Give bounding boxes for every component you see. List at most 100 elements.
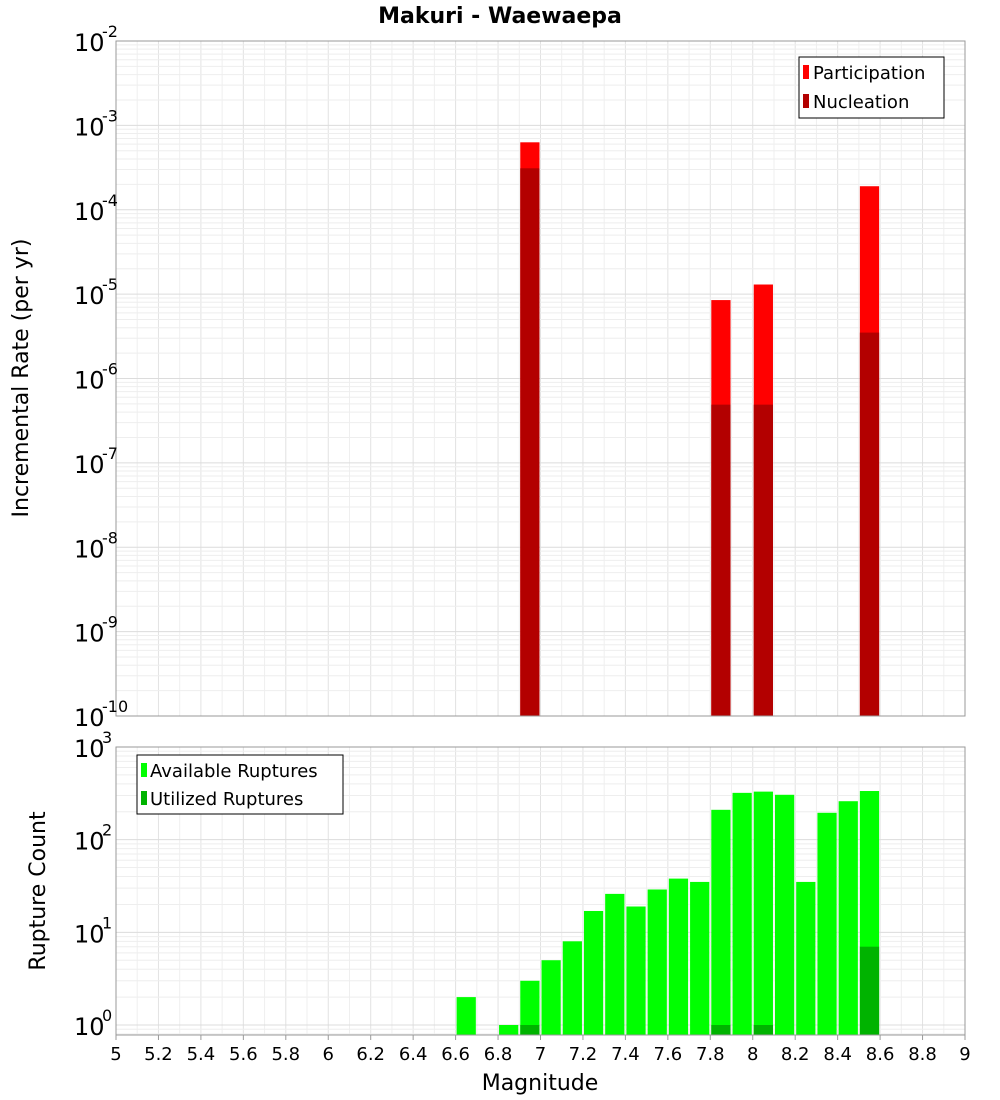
y-tick-exponent: -2 <box>102 22 118 41</box>
counts-bar-b <box>520 1025 540 1035</box>
y-tick-exponent: 0 <box>102 1006 112 1025</box>
y-tick-base: 10 <box>74 620 105 648</box>
x-tick-label: 6.6 <box>441 1044 470 1065</box>
counts-y-axis-label: Rupture Count <box>26 811 51 971</box>
y-tick-base: 10 <box>74 735 105 763</box>
y-tick-label: 10-8 <box>74 528 118 563</box>
legend-swatch-utilized-ruptures <box>141 791 147 805</box>
y-tick-base: 10 <box>74 367 105 395</box>
legend-swatch-participation <box>803 65 809 79</box>
y-tick-base: 10 <box>74 282 105 310</box>
y-tick-exponent: 3 <box>102 728 112 747</box>
y-tick-exponent: -5 <box>102 275 118 294</box>
rates-legend-box <box>798 56 945 119</box>
y-tick-label: 103 <box>74 728 112 763</box>
counts-bar-a <box>838 801 858 1035</box>
x-tick-label: 8.4 <box>823 1044 852 1065</box>
legend-swatch-nucleation <box>803 94 809 108</box>
x-tick-label: 6 <box>323 1044 334 1065</box>
x-tick-label: 7 <box>535 1044 546 1065</box>
x-tick-label: 6.4 <box>399 1044 428 1065</box>
y-tick-label: 10-10 <box>74 697 128 732</box>
rates-bar-b <box>859 332 880 716</box>
counts-bar-a <box>753 791 773 1035</box>
y-tick-label: 10-6 <box>74 360 118 395</box>
counts-bar-a <box>732 792 752 1035</box>
y-tick-base: 10 <box>74 29 105 57</box>
legend-label-participation: Participation <box>813 63 925 84</box>
counts-bar-a <box>690 881 710 1035</box>
x-tick-label: 7.6 <box>654 1044 683 1065</box>
y-tick-label: 101 <box>74 913 112 948</box>
x-tick-label: 5.2 <box>144 1044 173 1065</box>
y-tick-exponent: -8 <box>102 528 118 547</box>
x-tick-label: 7.8 <box>696 1044 725 1065</box>
x-tick-label: 7.2 <box>569 1044 598 1065</box>
chart-title: Makuri - Waewaepa <box>378 4 622 29</box>
counts-bars <box>456 791 880 1035</box>
x-tick-label: 5 <box>110 1044 121 1065</box>
y-tick-exponent: 2 <box>102 821 112 840</box>
counts-bar-a <box>796 881 816 1035</box>
counts-bar-a <box>668 878 689 1035</box>
rates-bar-b <box>711 404 731 716</box>
y-tick-base: 10 <box>74 198 105 226</box>
rates-legend: Participation Nucleation <box>798 56 945 119</box>
counts-bar-b <box>753 1025 773 1035</box>
y-tick-base: 10 <box>74 113 105 141</box>
y-tick-exponent: -6 <box>102 360 118 379</box>
legend-label-utilized-ruptures: Utilized Ruptures <box>150 789 303 810</box>
legend-swatch-available-ruptures <box>141 763 147 777</box>
legend-label-nucleation: Nucleation <box>813 92 909 113</box>
counts-bar-a <box>817 812 837 1035</box>
x-tick-label: 6.8 <box>484 1044 513 1065</box>
x-tick-label: 5.8 <box>271 1044 300 1065</box>
counts-legend-box <box>136 754 344 815</box>
y-tick-label: 10-4 <box>74 191 118 226</box>
y-tick-exponent: 1 <box>102 913 112 932</box>
y-tick-label: 10-3 <box>74 106 118 141</box>
counts-bar-a <box>541 960 561 1035</box>
counts-bar-b <box>711 1025 731 1035</box>
y-tick-base: 10 <box>74 920 105 948</box>
y-tick-base: 10 <box>74 451 105 479</box>
counts-bar-a <box>499 1025 519 1035</box>
y-tick-base: 10 <box>74 704 105 732</box>
y-tick-exponent: -3 <box>102 106 118 125</box>
counts-bar-a <box>583 910 604 1035</box>
counts-legend: Available Ruptures Utilized Ruptures <box>136 754 344 815</box>
counts-bar-b <box>859 946 880 1035</box>
rates-plot-frame <box>115 40 966 717</box>
y-tick-label: 100 <box>74 1006 112 1041</box>
y-tick-label: 10-7 <box>74 444 118 479</box>
y-tick-exponent: -9 <box>102 613 118 632</box>
x-tick-label: 5.4 <box>187 1044 216 1065</box>
x-axis-label: Magnitude <box>482 1071 599 1096</box>
y-tick-base: 10 <box>74 828 105 856</box>
x-tick-label: 7.4 <box>611 1044 640 1065</box>
rates-grid <box>115 40 966 717</box>
x-tick-label: 6.2 <box>356 1044 385 1065</box>
y-tick-label: 10-5 <box>74 275 118 310</box>
y-tick-base: 10 <box>74 535 105 563</box>
rates-bar-b <box>520 168 540 716</box>
legend-label-available-ruptures: Available Ruptures <box>150 761 318 782</box>
x-tick-label: 8.2 <box>781 1044 810 1065</box>
counts-bar-a <box>626 906 646 1035</box>
y-tick-exponent: -10 <box>102 697 128 716</box>
counts-bar-a <box>520 980 540 1035</box>
rates-y-axis-label: Incremental Rate (per yr) <box>9 239 34 518</box>
rates-bars <box>520 142 880 716</box>
x-axis: 5 5.2 5.4 5.6 5.8 6 6.2 6.4 6.6 6.8 7 7.2 7.4 7.6 7.8 8… <box>110 1035 971 1065</box>
y-tick-label: 102 <box>74 821 112 856</box>
y-tick-exponent: -7 <box>102 444 118 463</box>
y-tick-label: 10-2 <box>74 22 118 57</box>
counts-bar-a <box>711 809 731 1035</box>
counts-bar-a <box>562 941 582 1035</box>
y-tick-base: 10 <box>74 1013 105 1041</box>
